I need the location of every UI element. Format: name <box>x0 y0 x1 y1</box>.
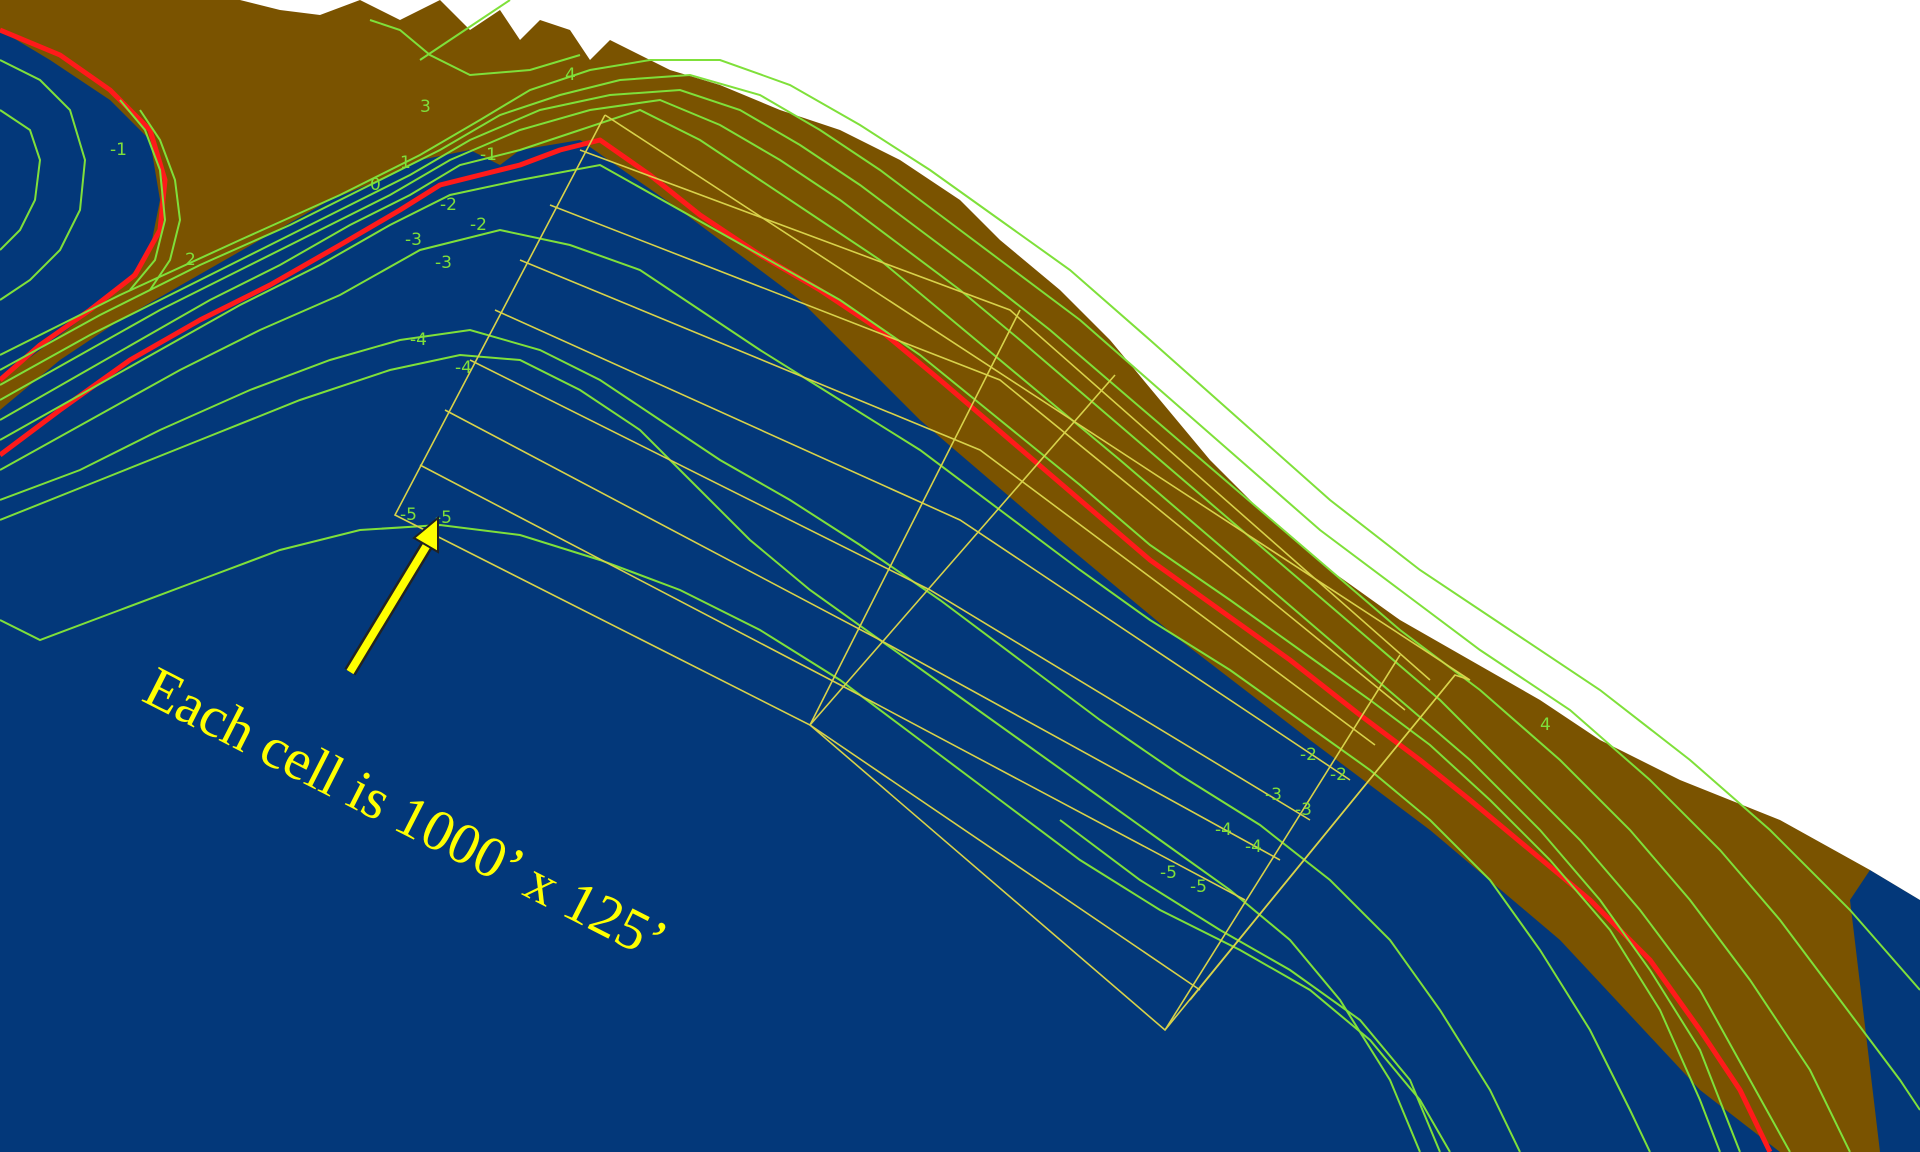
grid-row-5 <box>469 359 1311 821</box>
contour-label: -2 <box>470 215 487 235</box>
contour-label: -5 <box>1190 877 1207 897</box>
uncovered-area <box>240 0 1920 900</box>
land-contour-8 <box>419 0 511 61</box>
contour-label: 4 <box>565 65 576 85</box>
contour-label: -4 <box>455 358 472 378</box>
shoreline <box>0 137 1773 1152</box>
grid-row-8 <box>809 724 1201 991</box>
grid-row-1 <box>579 149 1431 681</box>
grid-row-7 <box>419 464 1246 901</box>
contour-label: -3 <box>1295 800 1312 820</box>
contour-label: -5 <box>400 505 417 525</box>
contour-label: 3 <box>420 97 431 117</box>
contour-label: -5 <box>435 508 452 528</box>
land-contour-1 <box>0 108 1741 1152</box>
contour-minus-5 <box>0 523 1451 1152</box>
model-grid <box>393 114 1471 1032</box>
contour-label: -1 <box>480 145 497 165</box>
grid-col-4 <box>1189 674 1456 1001</box>
lagoon-contour-1 <box>0 59 87 301</box>
land-contour-4 <box>0 73 1920 1111</box>
land-contour-6 <box>139 109 182 291</box>
land-contour-7 <box>119 99 167 291</box>
contour-label: -2 <box>1330 765 1347 785</box>
contour-label: -3 <box>435 253 452 273</box>
contour-label: -4 <box>1215 820 1232 840</box>
grid-row-6 <box>444 409 1281 861</box>
grid-col-3 <box>1164 654 1401 1031</box>
grid-col-1 <box>809 309 1021 726</box>
grid-col-2 <box>809 374 1116 726</box>
contour-minus-6 <box>1059 819 1441 1152</box>
contour-label: 2 <box>185 250 196 270</box>
contour-label: -5 <box>1160 863 1177 883</box>
grid-row-3 <box>519 259 1376 746</box>
contour-label: -2 <box>1300 745 1317 765</box>
contour-value-labels: -5 -5 -4 -4 -3 -3 -2 -2 -1 -1 0 1 2 3 4 … <box>110 65 1551 897</box>
contour-minus-1 <box>0 163 1721 1152</box>
contour-label: -2 <box>440 195 457 215</box>
contour-label: -4 <box>1245 837 1262 857</box>
contour-label: -1 <box>110 140 127 160</box>
land-contour-3 <box>0 88 1851 1152</box>
grid-row-4 <box>494 309 1351 781</box>
land-contour-9 <box>369 19 581 77</box>
contour-label: 1 <box>400 153 411 173</box>
contour-minus-2 <box>0 228 1651 1152</box>
contour-minus-3 <box>0 328 1521 1152</box>
lagoon-contour-2 <box>0 109 42 251</box>
arrow-icon <box>344 515 439 676</box>
land-contour-2 <box>0 98 1791 1152</box>
contour-label: 4 <box>1540 715 1551 735</box>
contour-label: -3 <box>405 230 422 250</box>
contour-label: -4 <box>410 330 427 350</box>
contour-label: 0 <box>370 175 381 195</box>
contour-label: -3 <box>1265 785 1282 805</box>
grid-row-2 <box>549 204 1406 711</box>
land-contour-5 <box>0 59 1920 991</box>
